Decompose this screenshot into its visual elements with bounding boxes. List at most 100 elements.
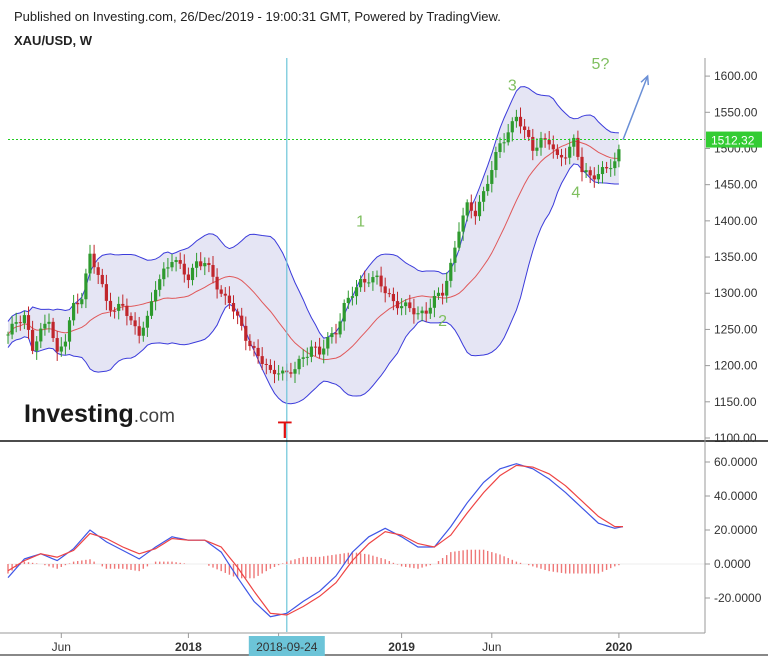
candle-body [297, 358, 301, 370]
candle-body [559, 154, 564, 158]
candle-body [260, 356, 264, 364]
candle-body [576, 137, 580, 157]
candle-body [338, 321, 342, 335]
candle-body [609, 168, 613, 170]
candle-body [67, 320, 72, 342]
candle-body [256, 347, 260, 357]
price-tick-label: 1250.00 [714, 322, 758, 336]
candle-body [18, 322, 22, 324]
axes-layer: 1600.001550.001500.001450.001400.001350.… [0, 58, 768, 656]
candle-body [408, 302, 412, 309]
candle-body [379, 275, 383, 287]
candle-body [514, 116, 518, 122]
candle-body [203, 263, 207, 267]
time-tick-label: 2019 [388, 640, 415, 654]
candle-body [518, 116, 523, 127]
candle-body [207, 263, 211, 266]
candle-body [215, 276, 219, 290]
candle-body [436, 292, 441, 296]
candle-body [108, 300, 113, 311]
last-price-badge [706, 131, 762, 148]
candle-body [281, 370, 285, 374]
bollinger-lower-line [7, 163, 619, 405]
candle-body [47, 321, 51, 324]
candle-body [490, 170, 494, 184]
candle-body [236, 311, 240, 316]
bollinger-band-layer [7, 86, 619, 405]
macd-layer [7, 463, 705, 618]
candle-body [568, 146, 572, 158]
candle-body [482, 191, 486, 202]
candle-body [613, 161, 617, 169]
candle-body [539, 138, 543, 148]
wave-label-1: 1 [356, 214, 365, 231]
bollinger-basis-line [7, 140, 619, 361]
candle-body [240, 315, 244, 326]
price-tick-label: 1150.00 [714, 395, 757, 409]
candle-body [100, 274, 104, 285]
candle-body [420, 310, 424, 314]
macd-tick-label: 20.0000 [714, 523, 758, 537]
candle-body [506, 132, 510, 143]
candle-body [39, 328, 43, 342]
candle-body [223, 293, 227, 296]
candle-body [432, 295, 436, 308]
candle-body [424, 310, 428, 314]
candle-body [346, 297, 350, 303]
candle-body [170, 262, 174, 268]
candle-body [531, 136, 535, 151]
candle-body [580, 156, 584, 173]
wave-label-2: 2 [438, 313, 447, 330]
t-marker: T [277, 417, 292, 444]
candle-body [72, 302, 76, 321]
candle-body [617, 149, 621, 162]
candle-body [498, 143, 502, 153]
annotation-layer: 1 2 3 4 5? T Investing.com [8, 56, 705, 632]
candle-body [43, 323, 47, 329]
candle-body [371, 277, 375, 283]
candles-layer [6, 107, 621, 384]
candle-body [400, 306, 404, 309]
candle-body [494, 152, 498, 171]
candle-body [252, 346, 256, 348]
candle-body [441, 292, 445, 296]
candle-body [305, 356, 309, 358]
macd-tick-label: 60.0000 [714, 455, 758, 469]
time-tick-label: 2018 [175, 640, 202, 654]
candle-body [592, 175, 596, 180]
candle-body [313, 346, 318, 348]
macd-line [7, 463, 624, 618]
target-arrow-line [622, 75, 649, 141]
price-tick-label: 1100.00 [714, 431, 757, 445]
bollinger-upper-line [7, 86, 619, 339]
candle-body [547, 139, 551, 145]
candle-body [588, 170, 592, 176]
candle-body [596, 174, 600, 180]
candle-body [227, 295, 231, 303]
price-tick-label: 1300.00 [714, 286, 758, 300]
candle-body [457, 231, 461, 248]
candle-body [22, 315, 26, 324]
symbol-label: XAU/USD, W [14, 33, 92, 48]
candle-body [453, 247, 457, 263]
candle-body [301, 357, 305, 359]
bollinger-band-fill [8, 86, 619, 404]
candle-body [395, 301, 400, 309]
wave-label-4: 4 [571, 185, 580, 202]
candle-body [527, 129, 531, 137]
candle-body [76, 302, 80, 305]
candle-body [428, 307, 432, 314]
candle-body [486, 183, 490, 192]
candle-body [195, 261, 199, 268]
candle-body [96, 267, 100, 275]
date-cursor-label: 2018-09-24 [256, 640, 318, 654]
candle-body [318, 346, 322, 355]
candle-body [113, 310, 117, 312]
candle-body [6, 334, 10, 336]
candle-body [178, 260, 182, 264]
candle-body [51, 321, 55, 339]
candle-body [31, 329, 35, 351]
published-caption: Published on Investing.com, 26/Dec/2019 … [14, 9, 501, 24]
candle-body [199, 261, 203, 267]
